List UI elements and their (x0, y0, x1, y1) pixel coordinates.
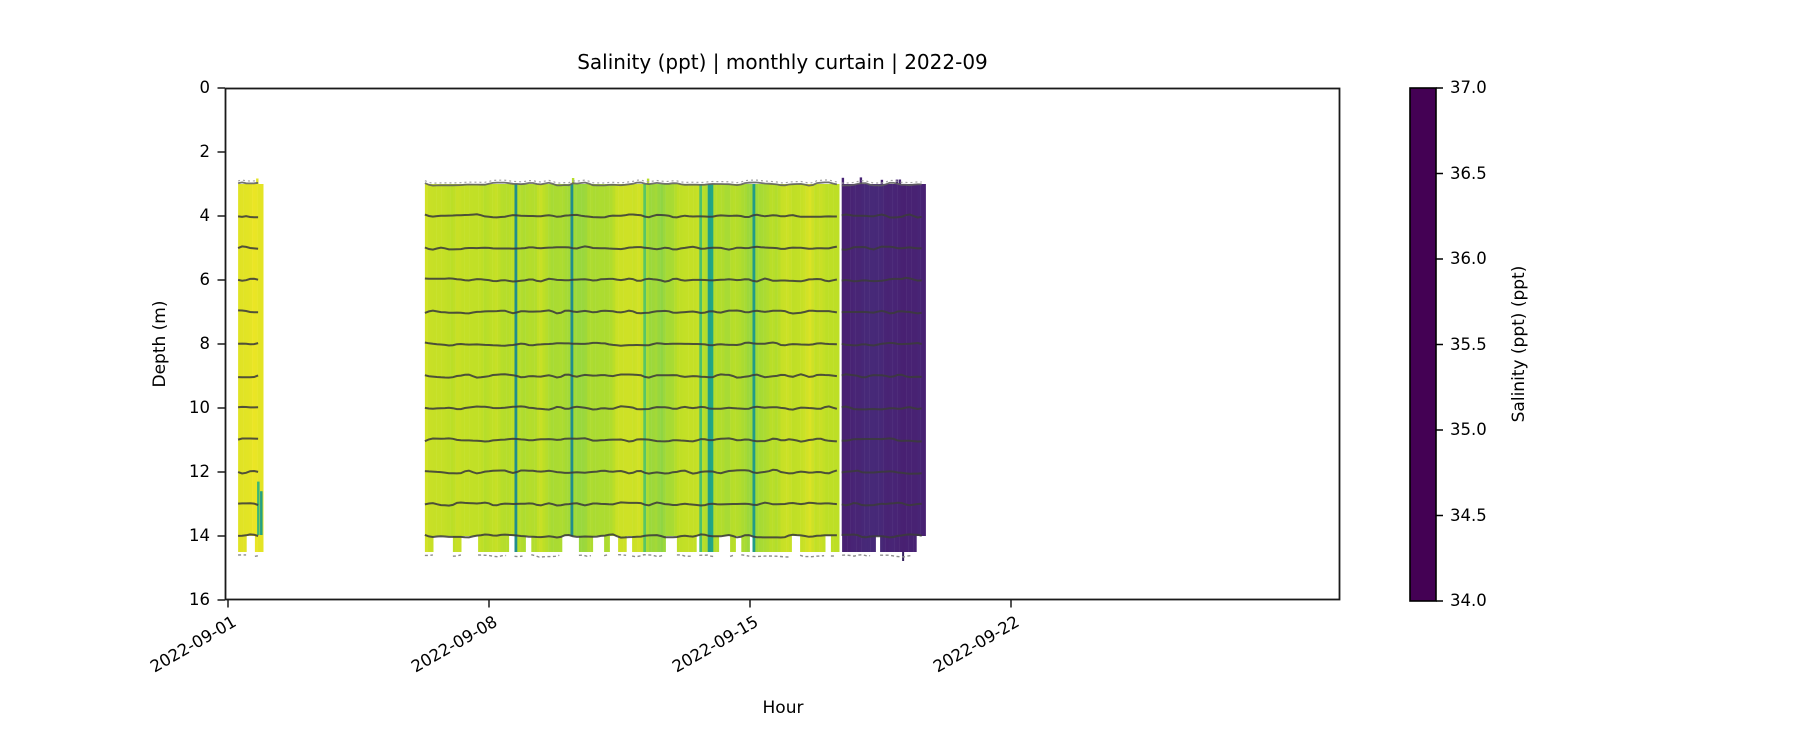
curtain-segment-deployment-2 (424, 178, 840, 558)
y-tick-label: 14 (189, 526, 210, 545)
y-tick-label: 2 (199, 142, 211, 161)
colorbar-tick-label: 37.0 (1450, 78, 1487, 97)
curtain-segment-deployment-1 (237, 178, 264, 557)
y-tick-label: 16 (189, 590, 210, 609)
colorbar-tick-label: 35.5 (1450, 334, 1487, 354)
colorbar-tick-label: 36.5 (1450, 163, 1487, 183)
y-tick-label: 10 (189, 398, 210, 417)
colorbar-tick-label: 34.0 (1450, 591, 1487, 610)
curtain-segment-deployment-3 (841, 177, 926, 561)
x-axis-label: Hour (762, 698, 804, 718)
colorbar (1409, 87, 1443, 602)
y-tick-label: 12 (189, 462, 210, 481)
y-tick-label: 6 (199, 270, 211, 289)
colorbar-tick-label: 36.0 (1450, 249, 1487, 268)
y-tick-label: 8 (199, 334, 211, 353)
y-tick-label: 4 (199, 206, 211, 225)
chart-title: Salinity (ppt) | monthly curtain | 2022-… (577, 50, 988, 74)
y-tick-label: 0 (199, 78, 211, 97)
axes-frame (217, 87, 1341, 608)
colorbar-tick-label: 35.0 (1450, 420, 1487, 439)
curtain-data (237, 177, 926, 561)
colorbar-tick-label: 34.5 (1450, 505, 1487, 525)
